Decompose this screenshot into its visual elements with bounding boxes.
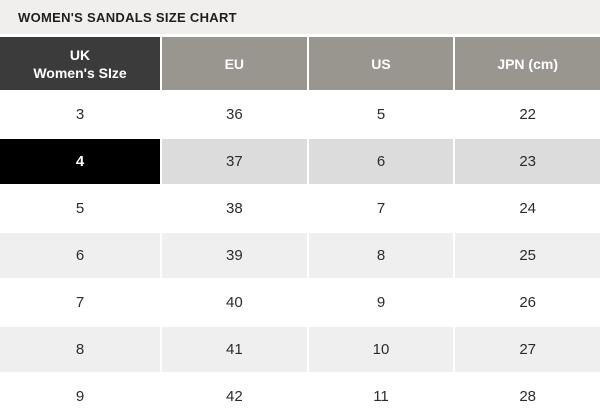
- jpn-size-cell: 23: [455, 139, 600, 184]
- eu-size-cell: 42: [162, 374, 307, 419]
- eu-size-cell: 38: [162, 186, 307, 231]
- header-eu: EU: [162, 37, 307, 90]
- uk-size-cell-selected[interactable]: 4: [0, 139, 160, 184]
- eu-size-cell: 40: [162, 280, 307, 325]
- us-size-cell: 5: [308, 92, 454, 137]
- jpn-size-cell: 28: [455, 374, 600, 419]
- us-size-cell: 6: [308, 139, 454, 184]
- header-uk-womens-size: UK Women's SIze: [0, 37, 160, 90]
- uk-size-cell[interactable]: 5: [0, 186, 160, 231]
- uk-size-cell[interactable]: 7: [0, 280, 160, 325]
- jpn-size-cell: 26: [455, 280, 600, 325]
- uk-size-cell[interactable]: 8: [0, 327, 160, 372]
- us-size-cell: 7: [308, 186, 454, 231]
- us-size-cell: 11: [308, 374, 454, 419]
- jpn-size-cell: 22: [455, 92, 600, 137]
- uk-size-cell[interactable]: 3: [0, 92, 160, 137]
- header-uk-line2: Women's SIze: [33, 64, 127, 81]
- header-jpn-cm: JPN (cm): [455, 37, 600, 90]
- us-size-cell: 8: [308, 233, 454, 278]
- eu-size-cell: 41: [162, 327, 307, 372]
- eu-size-cell: 37: [162, 139, 307, 184]
- jpn-size-cell: 24: [455, 186, 600, 231]
- header-uk-line1: UK: [69, 46, 91, 63]
- uk-size-cell[interactable]: 6: [0, 233, 160, 278]
- uk-size-cell[interactable]: 9: [0, 374, 160, 419]
- size-chart-table: UK Women's SIze EU US JPN (cm) 3 36 5 22…: [0, 37, 600, 419]
- us-size-cell: 9: [308, 280, 454, 325]
- us-size-cell: 10: [308, 327, 454, 372]
- chart-title-bar: WOMEN'S SANDALS SIZE CHART: [0, 0, 600, 34]
- page-title: WOMEN'S SANDALS SIZE CHART: [18, 9, 237, 25]
- header-us: US: [308, 37, 454, 90]
- jpn-size-cell: 27: [455, 327, 600, 372]
- eu-size-cell: 39: [162, 233, 307, 278]
- jpn-size-cell: 25: [455, 233, 600, 278]
- eu-size-cell: 36: [162, 92, 307, 137]
